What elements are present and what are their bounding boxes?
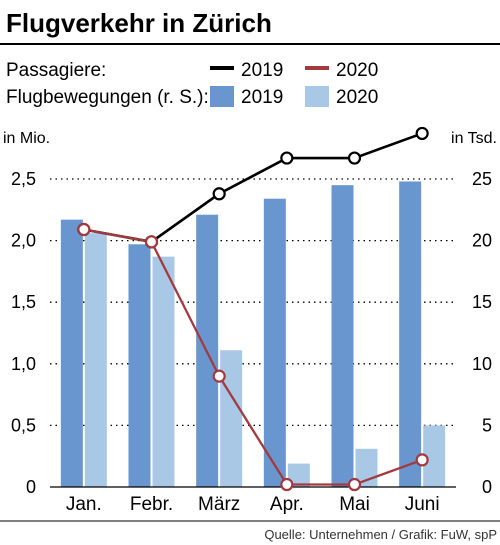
legend-bar-2019-label: 2019	[241, 87, 283, 108]
point-2020-1	[144, 235, 159, 249]
bar-2019-4	[331, 185, 354, 487]
right-tick-label: 5	[482, 415, 492, 435]
point-2019-3	[280, 151, 294, 165]
chart-title: Flugverkehr in Zürich	[6, 8, 272, 38]
category-label: Apr.	[270, 494, 304, 515]
category-label: Juni	[405, 494, 440, 515]
left-tick-label: 0,5	[11, 415, 36, 435]
bar-2020-5	[423, 425, 446, 487]
bar-2020-1	[152, 256, 175, 487]
left-tick-label: 0	[26, 477, 36, 497]
point-2019-4	[347, 151, 362, 165]
right-tick-label: 25	[472, 169, 492, 189]
left-axis-unit: in Mio.	[3, 130, 50, 147]
point-2020-5	[415, 453, 429, 467]
right-tick-label: 20	[472, 231, 492, 251]
right-tick-label: 10	[472, 354, 492, 374]
left-tick-label: 1,5	[11, 292, 36, 312]
category-label: Mai	[339, 494, 370, 515]
bar-2019-3	[263, 198, 286, 487]
right-axis-unit: in Tsd.	[451, 130, 497, 147]
bar-2020-3	[287, 463, 310, 487]
category-label: Jan.	[66, 494, 102, 515]
legend-movements-label: Flugbewegungen (r. S.):	[6, 87, 209, 108]
category-label: Febr.	[130, 494, 173, 515]
category-label: März	[198, 494, 240, 515]
right-tick-label: 0	[482, 477, 492, 497]
line-series-2019	[83, 132, 423, 244]
bar-2019-1	[128, 244, 151, 487]
right-tick-label: 15	[472, 292, 492, 312]
point-2020-4	[347, 477, 362, 492]
legend-line-2019-label: 2019	[241, 60, 283, 81]
point-2020-2	[212, 369, 226, 383]
left-tick-label: 2,5	[11, 169, 36, 189]
legend-bar-2020-swatch	[305, 86, 329, 107]
bar-2019-5	[399, 181, 422, 488]
point-2020-0	[77, 222, 91, 237]
point-2019-2	[212, 187, 226, 201]
bar-2020-2	[220, 350, 243, 487]
legend-bar-2020-label: 2020	[336, 87, 378, 108]
point-2019-5	[415, 126, 429, 141]
legend-line-2020-label: 2020	[336, 60, 378, 81]
left-tick-label: 2,0	[11, 231, 36, 251]
point-2020-3	[280, 477, 294, 492]
line-series-2020	[83, 228, 423, 486]
left-tick-label: 1,0	[11, 354, 36, 374]
bar-2019-0	[60, 219, 83, 487]
source-note: Quelle: Unternehmen / Grafik: FuW, spP	[264, 527, 497, 542]
legend-passengers-label: Passagiere:	[6, 60, 106, 81]
legend-bar-2019-swatch	[210, 86, 234, 107]
bar-2020-0	[84, 233, 107, 487]
